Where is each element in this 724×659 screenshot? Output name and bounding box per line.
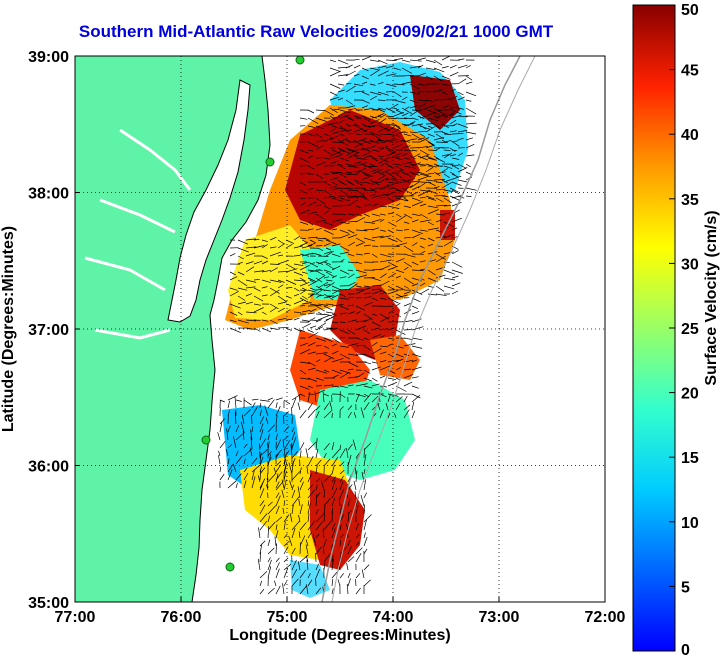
vector-arrows bbox=[217, 56, 477, 595]
map-title: Southern Mid-Atlantic Raw Velocities 200… bbox=[78, 22, 554, 41]
x-axis-label: Longitude (Degrees:Minutes) bbox=[229, 627, 450, 644]
chesapeake-bay bbox=[167, 79, 251, 323]
lon-tick-label: 73:00 bbox=[479, 609, 520, 626]
colorbar-tick-label: 20 bbox=[681, 386, 699, 403]
station-marker bbox=[201, 435, 211, 445]
station-marker bbox=[225, 562, 235, 572]
colorbar-tick-label: 50 bbox=[681, 2, 699, 19]
colorbar-tick-label: 0 bbox=[681, 642, 690, 659]
lat-tick-label: 38:00 bbox=[28, 186, 69, 203]
bathymetry-contour-2 bbox=[331, 56, 536, 602]
colorbar-tick-label: 35 bbox=[681, 192, 699, 209]
colorbar-tick-label: 30 bbox=[681, 256, 699, 273]
lon-tick-label: 75:00 bbox=[267, 609, 308, 626]
lat-tick-label: 36:00 bbox=[28, 459, 69, 476]
lon-tick-label: 74:00 bbox=[373, 609, 414, 626]
lon-tick-label: 77:00 bbox=[55, 609, 96, 626]
latitude-ticks: 35:00 36:00 37:00 38:00 39:00 bbox=[28, 49, 80, 612]
y-axis-label: Latitude (Degrees:Minutes) bbox=[0, 226, 17, 432]
lat-tick-label: 35:00 bbox=[28, 595, 69, 612]
station-marker bbox=[265, 157, 275, 167]
map-grid bbox=[75, 56, 605, 602]
colorbar-tick-label: 45 bbox=[681, 63, 699, 80]
lon-tick-label: 72:00 bbox=[585, 609, 626, 626]
colorbar-tick-label: 5 bbox=[681, 579, 690, 596]
station-marker bbox=[295, 56, 305, 65]
colorbar-tick-label: 25 bbox=[681, 321, 699, 338]
colorbar-label: Surface Velocity (cm/s) bbox=[703, 210, 720, 385]
lon-tick-label: 76:00 bbox=[161, 609, 202, 626]
lat-tick-label: 39:00 bbox=[28, 49, 69, 66]
velocity-vectors bbox=[217, 56, 477, 595]
colorbar-tick-label: 40 bbox=[681, 127, 699, 144]
colorbar-tick-label: 15 bbox=[681, 450, 699, 467]
colorbar bbox=[632, 4, 676, 652]
colorbar-ticks: 0 5 10 15 20 25 30 35 40 45 50 bbox=[669, 2, 699, 659]
lat-tick-label: 37:00 bbox=[28, 322, 69, 339]
longitude-ticks: 77:00 76:00 75:00 74:00 73:00 72:00 bbox=[55, 597, 626, 626]
bathymetry-contour bbox=[321, 56, 521, 602]
colorbar-tick-label: 10 bbox=[681, 515, 699, 532]
